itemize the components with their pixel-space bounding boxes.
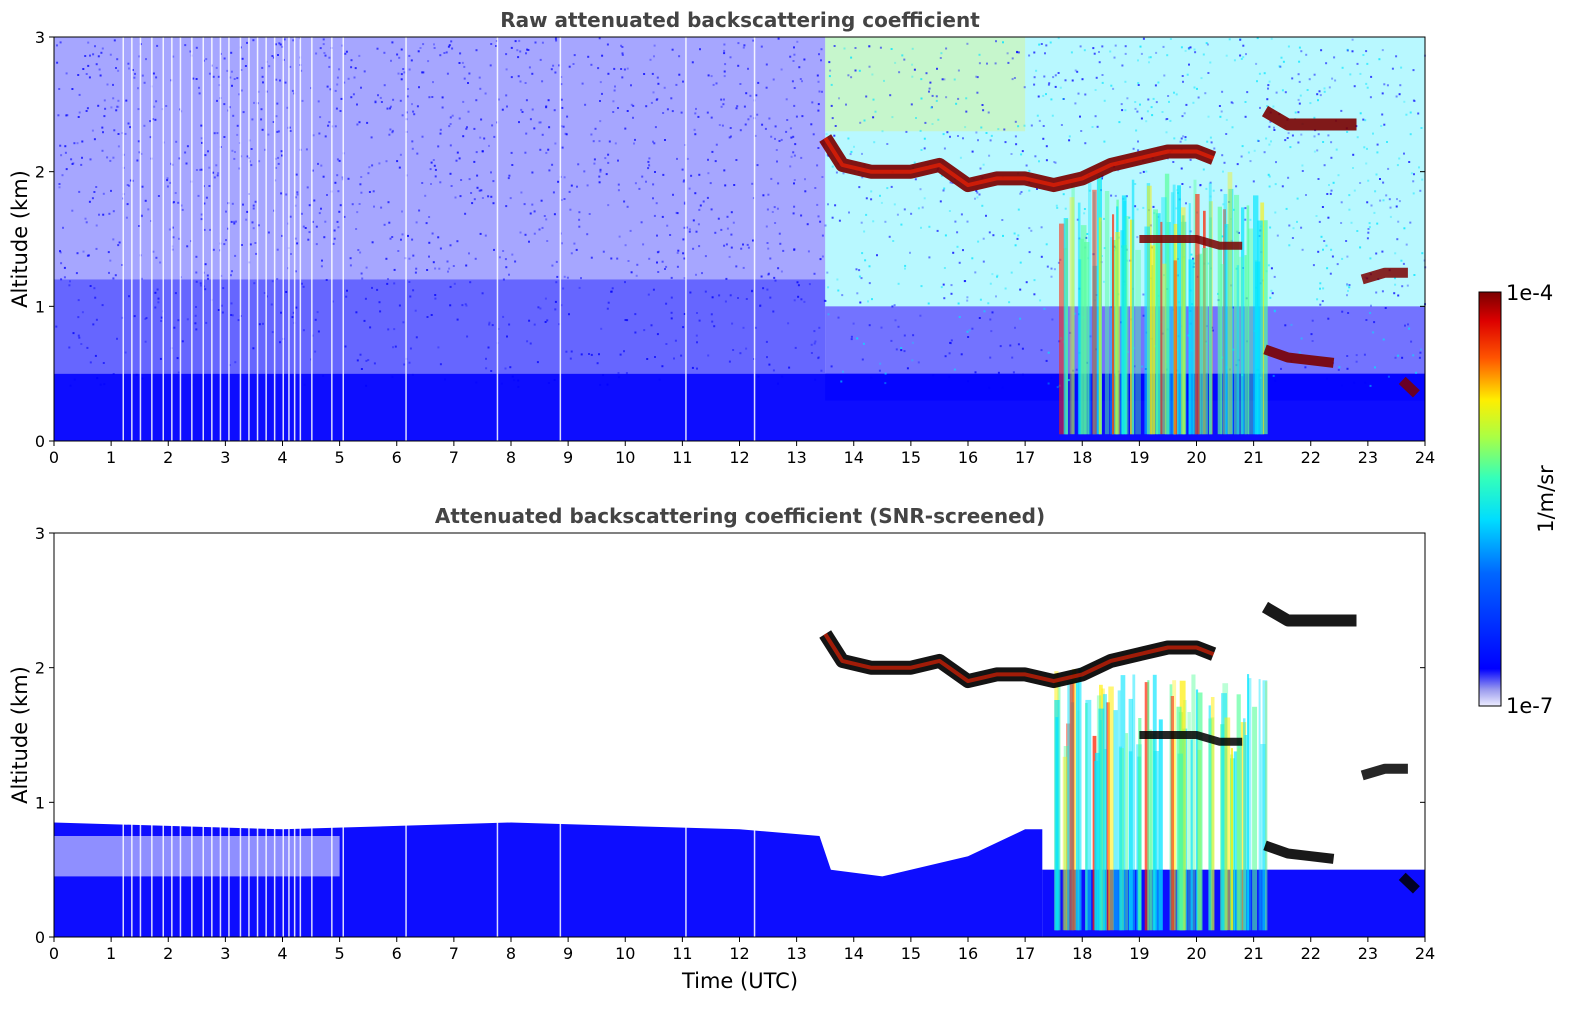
heatmap-cloud-layer-mid <box>1139 731 1243 746</box>
x-tick-label: 1 <box>106 448 116 467</box>
x-tick-label: 24 <box>1415 944 1435 963</box>
y-tick-label: 2 <box>35 659 45 678</box>
x-tick-label: 16 <box>958 448 978 467</box>
heatmap-noise-haze <box>825 37 1026 132</box>
x-tick-label: 11 <box>672 448 692 467</box>
panel-1-heatmap <box>54 37 1427 441</box>
panel-2-heatmap <box>54 601 1425 937</box>
x-tick-label: 13 <box>786 448 806 467</box>
x-tick-label: 11 <box>672 944 692 963</box>
x-tick-label: 4 <box>277 448 287 467</box>
x-tick-label: 4 <box>277 944 287 963</box>
x-tick-label: 8 <box>506 448 516 467</box>
x-tick-label: 5 <box>335 448 345 467</box>
y-tick-label: 2 <box>35 163 45 182</box>
x-tick-label: 10 <box>615 448 635 467</box>
x-tick-label: 17 <box>1015 448 1035 467</box>
heatmap-cloud-layer-upper-edge <box>823 632 1215 684</box>
x-tick-label: 22 <box>1301 448 1321 467</box>
heatmap-data-gaps <box>122 809 756 937</box>
colorbar-unit-label: 1/m/sr <box>1534 465 1558 533</box>
x-tick-label: 15 <box>901 448 921 467</box>
heatmap-residual-layer <box>54 836 340 877</box>
x-axis-label: Time (UTC) <box>681 969 798 993</box>
heatmap-cloud-layer-mid <box>1139 235 1243 250</box>
heatmap-cloud-layer-top <box>1261 105 1357 131</box>
colorbar-max-label: 1e-4 <box>1506 281 1553 305</box>
x-tick-label: 10 <box>615 944 635 963</box>
x-tick-label: 21 <box>1243 944 1263 963</box>
x-tick-label: 2 <box>163 944 173 963</box>
y-tick-label: 3 <box>35 28 45 47</box>
x-tick-label: 6 <box>392 944 402 963</box>
x-tick-label: 2 <box>163 448 173 467</box>
heatmap-cloud-late <box>1360 763 1408 781</box>
x-tick-label: 18 <box>1072 944 1092 963</box>
x-tick-label: 12 <box>729 944 749 963</box>
panel-raw: Raw attenuated backscattering coefficien… <box>8 8 1435 467</box>
panel-2-title: Attenuated backscattering coefficient (S… <box>435 504 1045 528</box>
colorbar-min-label: 1e-7 <box>1506 694 1553 718</box>
x-tick-label: 13 <box>786 944 806 963</box>
panel-1-y-axis-label: Altitude (km) <box>8 170 32 308</box>
y-tick-label: 1 <box>35 297 45 316</box>
x-tick-label: 19 <box>1129 944 1149 963</box>
x-tick-label: 3 <box>220 448 230 467</box>
heatmap-data-gaps <box>122 37 756 441</box>
x-tick-label: 12 <box>729 448 749 467</box>
x-tick-label: 9 <box>563 944 573 963</box>
y-tick-label: 1 <box>35 793 45 812</box>
x-tick-label: 21 <box>1243 448 1263 467</box>
x-tick-label: 0 <box>49 448 59 467</box>
x-tick-label: 1 <box>106 944 116 963</box>
x-tick-label: 6 <box>392 448 402 467</box>
heatmap-noise-high <box>54 37 826 280</box>
x-tick-label: 20 <box>1186 944 1206 963</box>
heatmap-cloud-late-low <box>1398 376 1420 398</box>
x-tick-label: 23 <box>1358 448 1378 467</box>
heatmap-cloud-low <box>1263 840 1335 864</box>
x-tick-label: 19 <box>1129 448 1149 467</box>
panel-screened: Attenuated backscattering coefficient (S… <box>8 504 1435 993</box>
colorbar: 1e-4 1e-7 1/m/sr <box>1478 281 1558 718</box>
panel-1-y-axis: 0 1 2 3 <box>35 28 1425 451</box>
colorbar-gradient <box>1478 291 1502 707</box>
x-tick-label: 3 <box>220 944 230 963</box>
x-tick-label: 9 <box>563 448 573 467</box>
heatmap-cloud-late-low <box>1398 872 1420 894</box>
panel-2-x-axis: 0 1 2 3 4 5 6 7 8 9 10 11 12 13 14 15 16 17 18 19 20 21 22 23 24 <box>49 937 1435 963</box>
panel-1-title: Raw attenuated backscattering coefficien… <box>500 8 980 32</box>
x-tick-label: 7 <box>449 944 459 963</box>
x-tick-label: 0 <box>49 944 59 963</box>
y-tick-label: 0 <box>35 928 45 947</box>
y-tick-label: 0 <box>35 432 45 451</box>
x-tick-label: 20 <box>1186 448 1206 467</box>
panel-2-y-axis-label: Altitude (km) <box>8 666 32 804</box>
panel-2-y-axis: 0 1 2 3 <box>35 524 1425 947</box>
x-tick-label: 8 <box>506 944 516 963</box>
y-tick-label: 3 <box>35 524 45 543</box>
x-tick-label: 23 <box>1358 944 1378 963</box>
x-tick-label: 14 <box>844 448 864 467</box>
x-tick-label: 24 <box>1415 448 1435 467</box>
heatmap-fall-streaks <box>1059 172 1268 435</box>
x-tick-label: 17 <box>1015 944 1035 963</box>
panel-1-x-axis: 0 1 2 3 4 5 6 7 8 9 10 11 12 13 14 15 16 17 18 19 20 21 22 23 24 <box>49 441 1435 467</box>
x-tick-label: 22 <box>1301 944 1321 963</box>
x-tick-label: 14 <box>844 944 864 963</box>
heatmap-fall-streaks <box>1054 667 1268 931</box>
x-tick-label: 15 <box>901 944 921 963</box>
heatmap-cloud-low <box>1263 344 1335 368</box>
heatmap-cloud-late <box>1360 267 1408 285</box>
x-tick-label: 18 <box>1072 448 1092 467</box>
x-tick-label: 5 <box>335 944 345 963</box>
heatmap-cloud-layer-upper-edge <box>823 136 1215 188</box>
x-tick-label: 16 <box>958 944 978 963</box>
heatmap-cloud-layer-top <box>1261 601 1357 627</box>
heatmap-noise-mid <box>54 279 826 374</box>
x-tick-label: 7 <box>449 448 459 467</box>
